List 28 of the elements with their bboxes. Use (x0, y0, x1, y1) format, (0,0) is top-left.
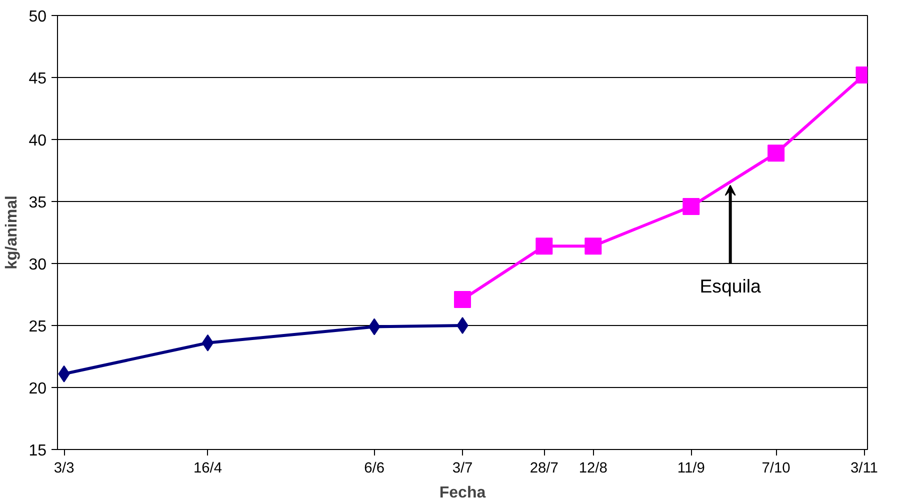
x-tick-label: 28/7 (530, 460, 558, 476)
y-tick-label: 30 (28, 256, 47, 274)
point (454, 290, 471, 308)
x-axis-title: Fecha (439, 484, 486, 502)
point (202, 334, 214, 352)
y-tick-label: 40 (28, 132, 47, 150)
y-tick-label: 15 (28, 442, 47, 460)
point (584, 238, 602, 255)
y-tick-label: 45 (28, 70, 47, 88)
y-tick-label: 20 (28, 380, 47, 398)
point (456, 317, 468, 334)
x-tick-label: 3/3 (54, 460, 74, 476)
annotation: Esquila (700, 276, 762, 296)
point (768, 144, 785, 162)
point (368, 318, 380, 336)
x-tick-label: 7/10 (762, 460, 790, 476)
x-tick-label: 12/8 (578, 460, 608, 476)
point (536, 238, 553, 255)
x-tick-label: 3/7 (452, 460, 473, 476)
x-tick-label: 11/9 (677, 460, 705, 476)
y-tick-label: 35 (28, 194, 47, 212)
x-tick-label: 3/11 (850, 460, 878, 476)
x-tick-label: 16/4 (193, 460, 222, 476)
y-tick-label: 50 (28, 8, 47, 26)
x-tick-label: 6/6 (364, 460, 384, 476)
y-axis-title: kg/animal (4, 196, 21, 270)
y-tick-label: 25 (28, 318, 47, 336)
point (682, 198, 700, 215)
